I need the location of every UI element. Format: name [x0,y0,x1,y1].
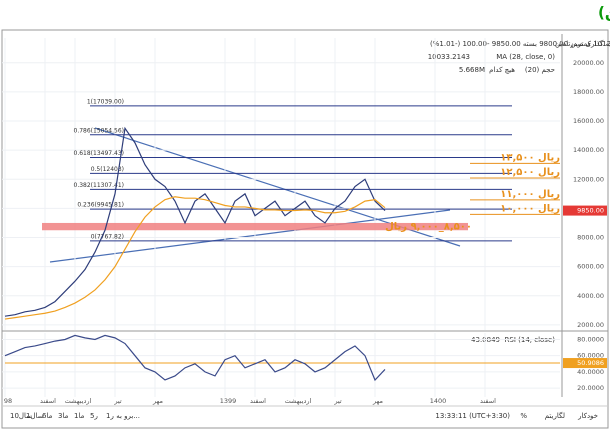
x-tick-label: تیر [333,397,342,405]
fib-label: 1(17039.00) [87,98,124,105]
y-tick-label: 6000.00 [577,263,604,271]
y-tick-label: 12000.00 [573,175,604,183]
log-button[interactable]: لگاریتم [545,411,565,420]
clock: 13:33:11 (UTC+3:30) [435,412,510,420]
ma-legend: MA (28, close, 0) [496,53,555,61]
level-note: ۱۳,۵۰۰ ریال [500,152,560,163]
fib-label: 0.382(11307.41) [74,182,125,189]
fib-label: 0(7767.82) [91,233,124,240]
range-button[interactable]: 3ما [58,412,69,420]
symbol: بورس, D, سرمایه گذاری صدرتامین [555,39,610,48]
volume-value: 5.668M [459,66,485,74]
x-tick-label: مهر [372,397,383,405]
series-line [4,126,386,317]
series-line [4,334,386,382]
fib-label: 0.618(13497.43) [74,150,125,157]
x-tick-label: اسفند [40,397,56,405]
series-line [4,196,386,320]
range-button[interactable]: 10سال [10,412,32,420]
x-tick-label: اردیبهشت [285,397,312,405]
level-note: ۱۰,۰۰۰ ریال [500,203,560,214]
y-tick-label: 14000.00 [573,146,604,154]
ma-value: 10033.2143 [428,53,470,61]
range-button[interactable]: 1ما [74,412,85,420]
level-note: ۱۱,۰۰۰ ریال [500,189,560,200]
auto-button[interactable]: خودکار [577,412,598,420]
fib-label: 0.786(15054.56) [74,127,125,134]
y-tick-label: 2000.00 [577,321,604,329]
x-tick-label: تیر [113,397,122,405]
y-tick-label: 18000.00 [573,88,604,96]
y-tick-label: 60.0000 [577,352,604,360]
goto-button[interactable]: برو به... [116,412,140,420]
range-button[interactable]: 1ر [106,412,114,420]
up-trendline [49,209,451,263]
level-note: ۱۲,۵۰۰ ریال [500,167,560,178]
y-tick-label: 40.0000 [577,368,604,376]
y-tick-label: 20000.00 [573,59,604,67]
last-price-tag [563,205,607,216]
x-tick-label: 1399 [220,397,237,405]
y-tick-label: 4000.00 [577,292,604,300]
ohlc: باز 10000.00 بیشترین 10120.00 کمترین 980… [430,40,610,48]
range-button[interactable]: 6ما [42,412,53,420]
x-tick-label: اسفند [480,397,496,405]
last-price-label: 9850.00 [577,207,604,215]
rsi-legend: RSI (14, close) [505,336,556,344]
page-title: تحلیل تکنیکال تاصیکو (سرمایه گذاری صدرتا… [598,4,610,22]
percent-button[interactable]: % [520,412,527,420]
x-tick-label: اسفند [250,397,266,405]
x-tick-label: 1400 [430,397,447,405]
x-tick-label: 98 [4,397,12,405]
fib-label: 0.236(9945.81) [77,202,124,209]
x-tick-label: مهر [152,397,163,405]
zone-note: ۸,۵۰۰_۹,۰۰۰ ریال [385,222,472,233]
range-button[interactable]: 5ر [90,412,98,420]
y-tick-label: 20.0000 [577,384,604,392]
y-tick-label: 8000.00 [577,234,604,242]
support-zone [42,222,468,231]
rsi-value: 43.0849 [471,336,500,344]
x-tick-label: اردیبهشت [65,397,92,405]
y-tick-label: 16000.00 [573,117,604,125]
rsi-ma-tag [563,358,607,369]
fib-label: 0.5(12403) [91,166,124,173]
range-button[interactable]: 1سال [26,412,44,420]
volume-legend: حجم (20) [525,66,555,74]
y-tick-label: 80.0000 [577,335,604,343]
volume-mode: هیچ کدام [489,66,515,74]
rsi-ma-label: 50.9086 [577,359,604,367]
